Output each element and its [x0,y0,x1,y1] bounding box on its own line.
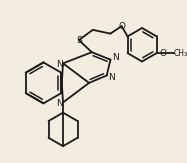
Text: N: N [56,99,63,108]
Text: CH₃: CH₃ [174,49,187,58]
Text: O: O [160,49,167,58]
Text: N: N [112,53,119,62]
Text: O: O [118,22,125,31]
Text: S: S [76,36,82,45]
Text: N: N [108,73,115,82]
Text: N: N [56,60,63,69]
